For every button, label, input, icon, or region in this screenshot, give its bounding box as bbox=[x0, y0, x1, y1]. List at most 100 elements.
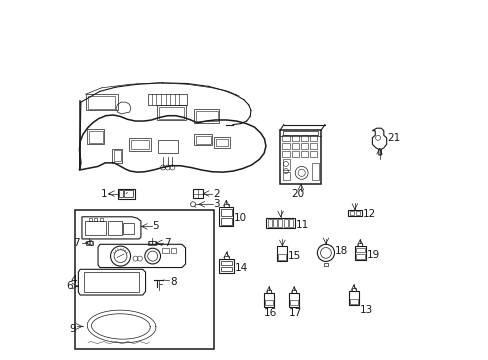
Bar bbox=[148, 94, 187, 105]
Bar bbox=[192, 189, 203, 198]
Bar bbox=[157, 105, 185, 120]
Bar bbox=[355, 253, 364, 259]
Text: 5: 5 bbox=[152, 221, 159, 231]
Bar bbox=[196, 136, 210, 144]
Bar bbox=[291, 135, 298, 141]
Bar bbox=[75, 210, 214, 348]
Bar bbox=[83, 272, 139, 292]
Text: 15: 15 bbox=[287, 251, 301, 261]
Bar bbox=[84, 221, 106, 235]
Bar bbox=[264, 293, 274, 307]
Bar bbox=[221, 208, 231, 216]
Bar bbox=[224, 204, 228, 207]
Bar bbox=[88, 131, 103, 143]
Bar bbox=[90, 242, 92, 244]
Bar bbox=[265, 217, 295, 228]
Bar bbox=[300, 151, 307, 157]
Bar bbox=[278, 219, 282, 227]
Bar bbox=[283, 172, 289, 180]
Bar bbox=[148, 241, 156, 245]
Bar bbox=[351, 288, 355, 292]
Text: 1: 1 bbox=[101, 189, 107, 199]
Bar bbox=[309, 135, 317, 141]
Text: 12: 12 bbox=[362, 208, 375, 219]
Bar bbox=[221, 218, 231, 225]
Bar bbox=[162, 248, 169, 253]
Text: 16: 16 bbox=[263, 308, 276, 318]
Bar bbox=[355, 211, 360, 215]
Text: 2: 2 bbox=[213, 189, 219, 199]
Text: 8: 8 bbox=[170, 277, 177, 287]
Bar bbox=[214, 137, 230, 148]
Bar bbox=[272, 219, 276, 227]
Text: 17: 17 bbox=[288, 308, 302, 318]
Bar bbox=[349, 298, 357, 303]
Bar bbox=[107, 221, 122, 235]
Text: 7: 7 bbox=[163, 238, 170, 248]
Bar bbox=[267, 219, 271, 227]
Bar bbox=[219, 259, 233, 273]
Bar bbox=[170, 248, 176, 253]
Text: 14: 14 bbox=[234, 262, 247, 273]
Bar bbox=[283, 219, 287, 227]
Bar bbox=[194, 109, 219, 123]
Bar bbox=[100, 217, 102, 221]
Bar bbox=[158, 140, 177, 153]
Bar bbox=[85, 94, 118, 111]
Bar bbox=[221, 261, 232, 265]
Bar bbox=[349, 211, 353, 215]
Text: 19: 19 bbox=[366, 250, 379, 260]
Text: 13: 13 bbox=[359, 305, 372, 315]
Bar bbox=[266, 290, 271, 293]
Bar bbox=[159, 107, 183, 118]
Bar bbox=[114, 150, 121, 161]
Bar bbox=[86, 242, 89, 244]
Bar bbox=[288, 293, 299, 307]
Bar bbox=[277, 247, 287, 261]
Bar bbox=[131, 140, 149, 149]
Bar bbox=[357, 243, 362, 246]
Text: 9: 9 bbox=[69, 324, 76, 334]
Bar bbox=[112, 149, 122, 163]
Text: 21: 21 bbox=[386, 133, 400, 143]
Bar bbox=[152, 242, 155, 244]
Bar bbox=[323, 263, 327, 266]
Bar bbox=[221, 267, 232, 271]
Bar bbox=[123, 223, 134, 234]
Bar bbox=[129, 138, 151, 151]
Bar bbox=[118, 189, 135, 199]
Bar bbox=[291, 143, 298, 149]
Bar bbox=[283, 131, 318, 135]
Bar bbox=[283, 159, 289, 170]
Bar bbox=[88, 96, 115, 109]
Bar bbox=[224, 256, 228, 259]
Text: 20: 20 bbox=[290, 189, 304, 199]
Bar bbox=[300, 143, 307, 149]
Bar bbox=[354, 246, 365, 260]
Bar bbox=[291, 290, 296, 293]
Bar bbox=[278, 254, 285, 260]
Text: 6: 6 bbox=[66, 281, 73, 291]
Bar bbox=[219, 207, 233, 226]
Text: 18: 18 bbox=[335, 246, 348, 256]
Bar bbox=[87, 129, 104, 144]
Bar bbox=[89, 217, 92, 221]
Bar bbox=[312, 163, 318, 180]
Bar bbox=[124, 190, 133, 197]
Bar bbox=[216, 139, 228, 147]
Bar bbox=[348, 292, 358, 305]
Bar bbox=[196, 111, 217, 121]
Text: 4: 4 bbox=[71, 275, 78, 285]
Bar bbox=[149, 242, 151, 244]
Text: 3: 3 bbox=[213, 199, 220, 209]
Bar bbox=[309, 151, 317, 157]
Bar bbox=[194, 134, 212, 145]
Bar bbox=[282, 151, 289, 157]
Bar bbox=[309, 143, 317, 149]
Bar bbox=[280, 130, 321, 184]
Bar bbox=[288, 219, 292, 227]
Bar bbox=[119, 190, 123, 197]
Bar bbox=[290, 300, 298, 305]
Bar bbox=[282, 135, 289, 141]
Bar bbox=[347, 210, 361, 216]
